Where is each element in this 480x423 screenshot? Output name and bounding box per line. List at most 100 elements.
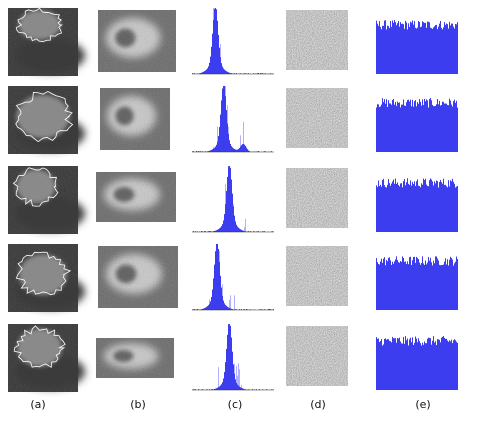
histogram-bar	[436, 345, 437, 390]
histogram-bar	[218, 35, 219, 74]
histogram-bar	[393, 264, 394, 310]
histogram-bar	[383, 179, 384, 232]
histogram-bar	[413, 345, 414, 390]
histogram-bar	[449, 340, 450, 390]
histogram-bar	[238, 149, 239, 152]
histogram-bar	[393, 180, 394, 232]
histogram-bar	[234, 149, 235, 152]
histogram-bar	[382, 263, 383, 310]
histogram-bar	[245, 146, 246, 152]
histogram-bar	[422, 343, 423, 390]
histogram-bar	[439, 182, 440, 232]
panel-label-e: (e)	[403, 398, 443, 411]
histogram-bar	[399, 102, 400, 152]
histogram-bar	[434, 263, 435, 310]
histogram-bar	[441, 338, 442, 390]
histogram-bar	[390, 186, 391, 232]
histogram-bar	[457, 259, 458, 310]
histogram-bar	[229, 308, 230, 310]
histogram-bar	[447, 187, 448, 232]
histogram-bar	[395, 259, 396, 310]
histogram-bar	[376, 185, 377, 232]
histogram-bar	[415, 337, 416, 390]
histogram-bar	[432, 181, 433, 232]
histogram-bar	[214, 265, 215, 310]
lesion-patch-image	[98, 10, 176, 72]
histogram-bar	[423, 105, 424, 152]
histogram-bar	[448, 342, 449, 390]
histogram-bar	[219, 127, 220, 152]
histogram-bar	[378, 26, 379, 74]
histogram-bar	[391, 265, 392, 310]
histogram-bar	[379, 342, 380, 390]
uniform-histogram	[376, 336, 458, 390]
histogram-bar	[398, 21, 399, 74]
histogram-bar	[444, 22, 445, 74]
histogram-bar	[383, 26, 384, 74]
panel-label-b: (b)	[118, 398, 158, 411]
histogram-bar	[409, 27, 410, 74]
histogram-spike	[225, 184, 226, 204]
histogram-bar	[394, 184, 395, 232]
histogram-bar	[411, 23, 412, 74]
ct-slice-image	[8, 244, 85, 312]
histogram-bar	[451, 258, 452, 310]
histogram-bar	[385, 265, 386, 310]
histogram-bar	[457, 108, 458, 152]
histogram-bar	[418, 186, 419, 232]
histogram-bar	[404, 29, 405, 74]
histogram-bar	[436, 180, 437, 232]
histogram-bar	[406, 264, 407, 310]
histogram-bar	[212, 149, 213, 152]
histogram-bar	[244, 145, 245, 152]
histogram-bar	[232, 147, 233, 152]
histogram-bar	[409, 339, 410, 390]
histogram-bar	[434, 26, 435, 74]
histogram-bar	[422, 185, 423, 232]
histogram-bar	[436, 256, 437, 310]
histogram-bar	[207, 68, 208, 74]
histogram-bar	[438, 339, 439, 390]
histogram-bar	[453, 266, 454, 310]
histogram-bar	[441, 28, 442, 74]
histogram-spike	[245, 219, 246, 231]
histogram-bar	[424, 99, 425, 152]
panel-label-c: (c)	[215, 398, 255, 411]
histogram-bar	[217, 230, 218, 232]
histogram-bar	[430, 28, 431, 74]
histogram-bar	[378, 264, 379, 310]
histogram-bar	[413, 25, 414, 74]
histogram-bar	[380, 341, 381, 390]
histogram-bar	[229, 140, 230, 152]
histogram-bar	[401, 343, 402, 390]
histogram-bar	[239, 229, 240, 232]
histogram-bar	[230, 168, 231, 232]
histogram-bar	[227, 72, 228, 74]
histogram-bar	[419, 263, 420, 310]
histogram-bar	[412, 337, 413, 390]
histogram-bar	[390, 103, 391, 152]
histogram-bar	[418, 104, 419, 152]
histogram-bar	[431, 28, 432, 74]
histogram-bar	[215, 8, 216, 74]
histogram-bar	[446, 24, 447, 74]
histogram-bar	[220, 57, 221, 74]
histogram-spike	[213, 8, 214, 20]
histogram-bar	[424, 341, 425, 390]
histogram-bar	[376, 258, 377, 310]
histogram-bar	[415, 28, 416, 74]
histogram-bar	[410, 180, 411, 232]
histogram-bar	[447, 105, 448, 152]
ct-slice-image	[8, 324, 85, 392]
histogram-bar	[426, 343, 427, 390]
histogram-bar	[219, 48, 220, 74]
histogram-bar	[449, 22, 450, 74]
histogram-bar	[238, 228, 239, 232]
histogram-bar	[396, 106, 397, 152]
scrambled-noise-image	[286, 326, 348, 386]
uniform-histogram	[376, 98, 458, 152]
histogram-bar	[434, 343, 435, 390]
histogram-bar	[216, 244, 217, 310]
histogram-spike	[234, 295, 235, 309]
